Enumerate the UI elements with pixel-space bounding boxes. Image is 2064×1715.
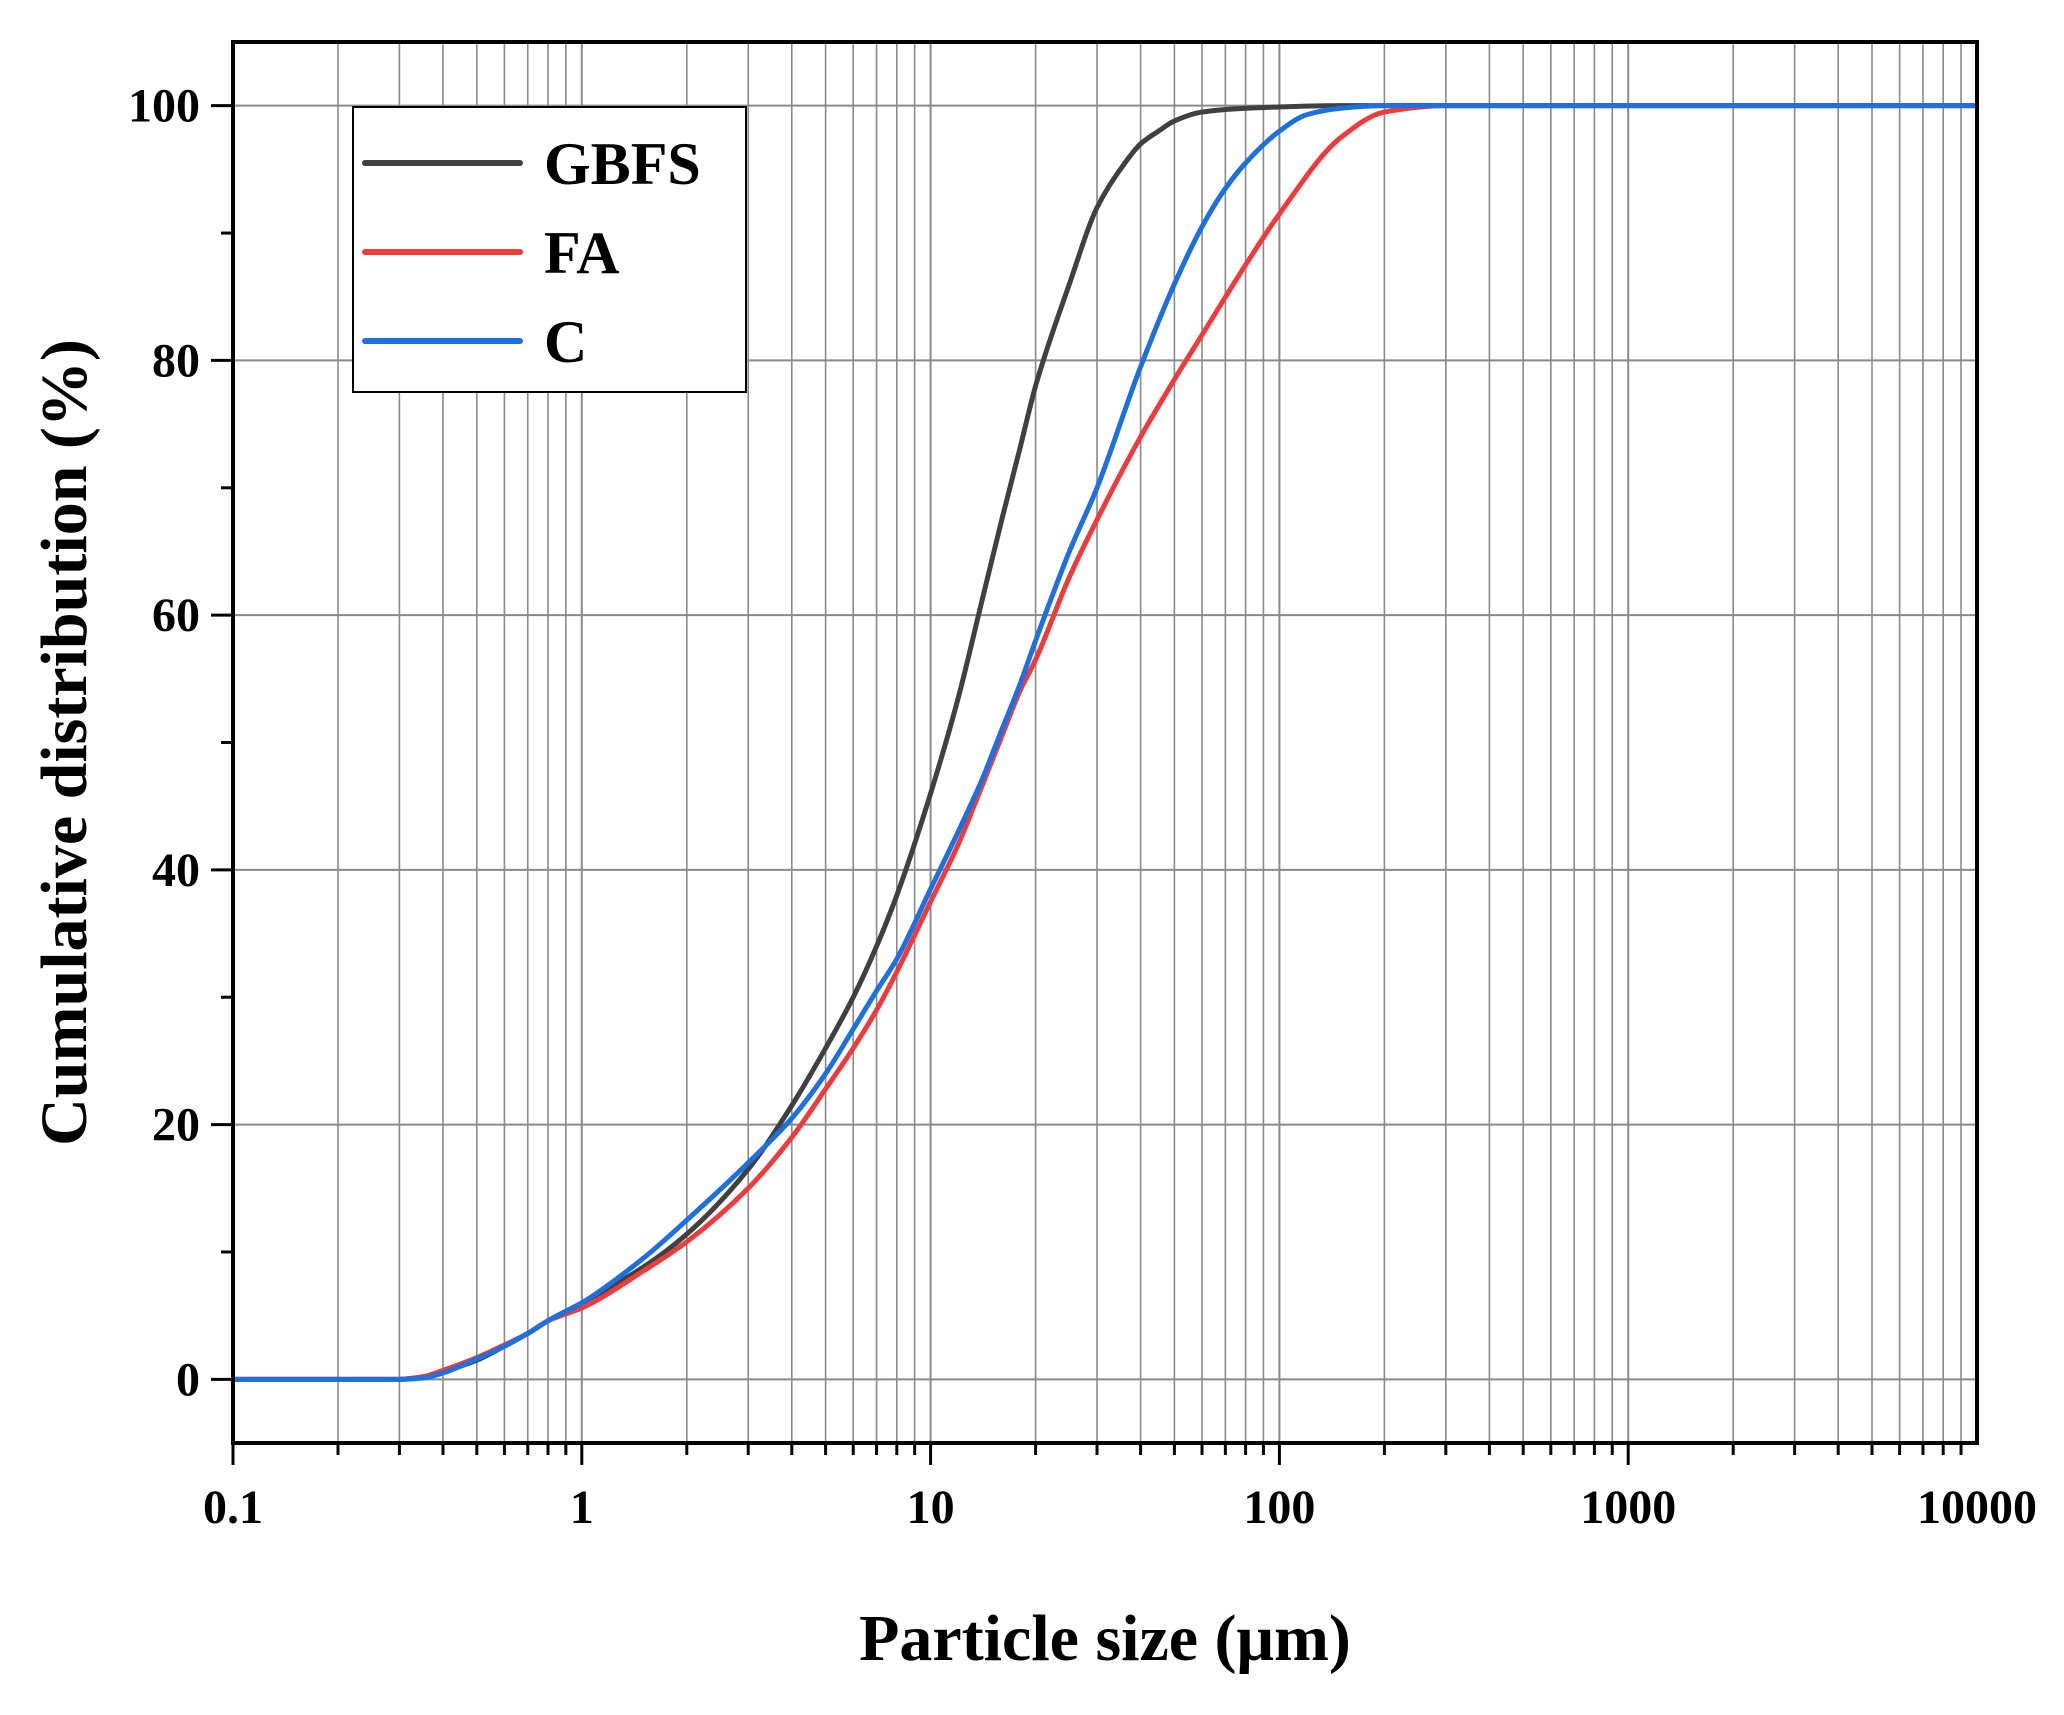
series-line-c bbox=[232, 103, 1977, 1382]
series-layer bbox=[232, 103, 1977, 1382]
tick-layer bbox=[211, 104, 1963, 1465]
x-tick-label: 100 bbox=[1243, 1481, 1315, 1534]
y-tick-label: 80 bbox=[152, 334, 200, 387]
y-axis-title: Cumulative distribution (%) bbox=[28, 339, 101, 1146]
x-axis-title: Particle size (μm) bbox=[859, 1602, 1351, 1675]
x-tick-label: 10000 bbox=[1917, 1481, 2037, 1534]
tick-label-layer: 0.1 1 10 100 1000 10000 0 20 40 60 80 100 bbox=[128, 80, 2037, 1534]
legend-label-fa: FA bbox=[544, 220, 620, 286]
y-tick-label: 100 bbox=[128, 80, 200, 133]
x-tick-label: 1000 bbox=[1580, 1481, 1676, 1534]
legend-label-c: C bbox=[544, 309, 587, 375]
x-tick-label: 0.1 bbox=[203, 1481, 263, 1534]
legend-label-gbfs: GBFS bbox=[544, 131, 701, 197]
x-tick-label: 10 bbox=[907, 1481, 955, 1534]
y-tick-label: 0 bbox=[176, 1353, 200, 1406]
y-tick-label: 20 bbox=[152, 1099, 200, 1152]
x-tick-label: 1 bbox=[570, 1481, 594, 1534]
legend: GBFS FA C bbox=[352, 106, 747, 393]
y-tick-label: 40 bbox=[152, 844, 200, 897]
y-tick-label: 60 bbox=[152, 589, 200, 642]
